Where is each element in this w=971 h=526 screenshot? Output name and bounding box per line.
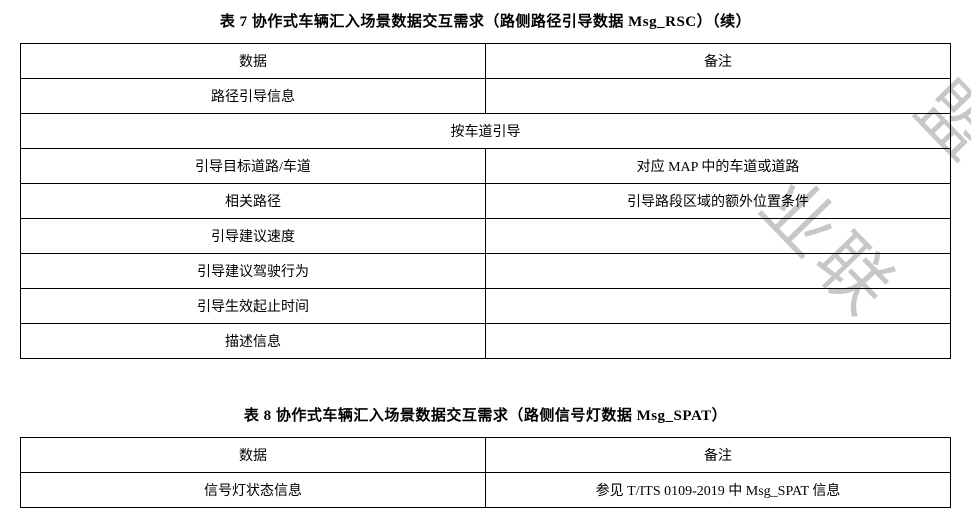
table-cell-remark: 引导路段区域的额外位置条件 xyxy=(486,184,951,219)
table8-header-row: 数据 备注 xyxy=(21,438,951,473)
table7-title: 表 7 协作式车辆汇入场景数据交互需求（路侧路径引导数据 Msg_RSC）（续） xyxy=(20,10,951,31)
table-cell-data: 相关路径 xyxy=(21,184,486,219)
table-row: 引导建议驾驶行为 xyxy=(21,254,951,289)
table8-title: 表 8 协作式车辆汇入场景数据交互需求（路侧信号灯数据 Msg_SPAT） xyxy=(20,404,951,425)
table7-section: 表 7 协作式车辆汇入场景数据交互需求（路侧路径引导数据 Msg_RSC）（续）… xyxy=(20,10,951,359)
table-row: 引导建议速度 xyxy=(21,219,951,254)
table7: 数据 备注 路径引导信息 按车道引导 引导目标道路/车道 对应 MAP 中的车道… xyxy=(20,43,951,359)
table-cell-remark xyxy=(486,79,951,114)
table-row: 描述信息 xyxy=(21,324,951,359)
table7-header-row: 数据 备注 xyxy=(21,44,951,79)
table-cell-remark xyxy=(486,324,951,359)
table7-header-remark: 备注 xyxy=(486,44,951,79)
table-cell-remark xyxy=(486,219,951,254)
table-row: 按车道引导 xyxy=(21,114,951,149)
table-cell-data: 信号灯状态信息 xyxy=(21,473,486,508)
table8: 数据 备注 信号灯状态信息 参见 T/ITS 0109-2019 中 Msg_S… xyxy=(20,437,951,508)
table8-header-remark: 备注 xyxy=(486,438,951,473)
table-cell-remark xyxy=(486,289,951,324)
table-cell-data: 路径引导信息 xyxy=(21,79,486,114)
table-row: 信号灯状态信息 参见 T/ITS 0109-2019 中 Msg_SPAT 信息 xyxy=(21,473,951,508)
table-row: 引导生效起止时间 xyxy=(21,289,951,324)
table-row: 路径引导信息 xyxy=(21,79,951,114)
table-cell-data: 描述信息 xyxy=(21,324,486,359)
table-cell-spanning: 按车道引导 xyxy=(21,114,951,149)
section-gap xyxy=(20,359,951,404)
table8-section: 表 8 协作式车辆汇入场景数据交互需求（路侧信号灯数据 Msg_SPAT） 数据… xyxy=(20,404,951,508)
table7-header-data: 数据 xyxy=(21,44,486,79)
table-cell-data: 引导建议驾驶行为 xyxy=(21,254,486,289)
table-cell-data: 引导建议速度 xyxy=(21,219,486,254)
table-cell-remark: 参见 T/ITS 0109-2019 中 Msg_SPAT 信息 xyxy=(486,473,951,508)
table-cell-remark xyxy=(486,254,951,289)
table-row: 相关路径 引导路段区域的额外位置条件 xyxy=(21,184,951,219)
table-row: 引导目标道路/车道 对应 MAP 中的车道或道路 xyxy=(21,149,951,184)
table8-header-data: 数据 xyxy=(21,438,486,473)
table-cell-data: 引导生效起止时间 xyxy=(21,289,486,324)
table-cell-data: 引导目标道路/车道 xyxy=(21,149,486,184)
table-cell-remark: 对应 MAP 中的车道或道路 xyxy=(486,149,951,184)
